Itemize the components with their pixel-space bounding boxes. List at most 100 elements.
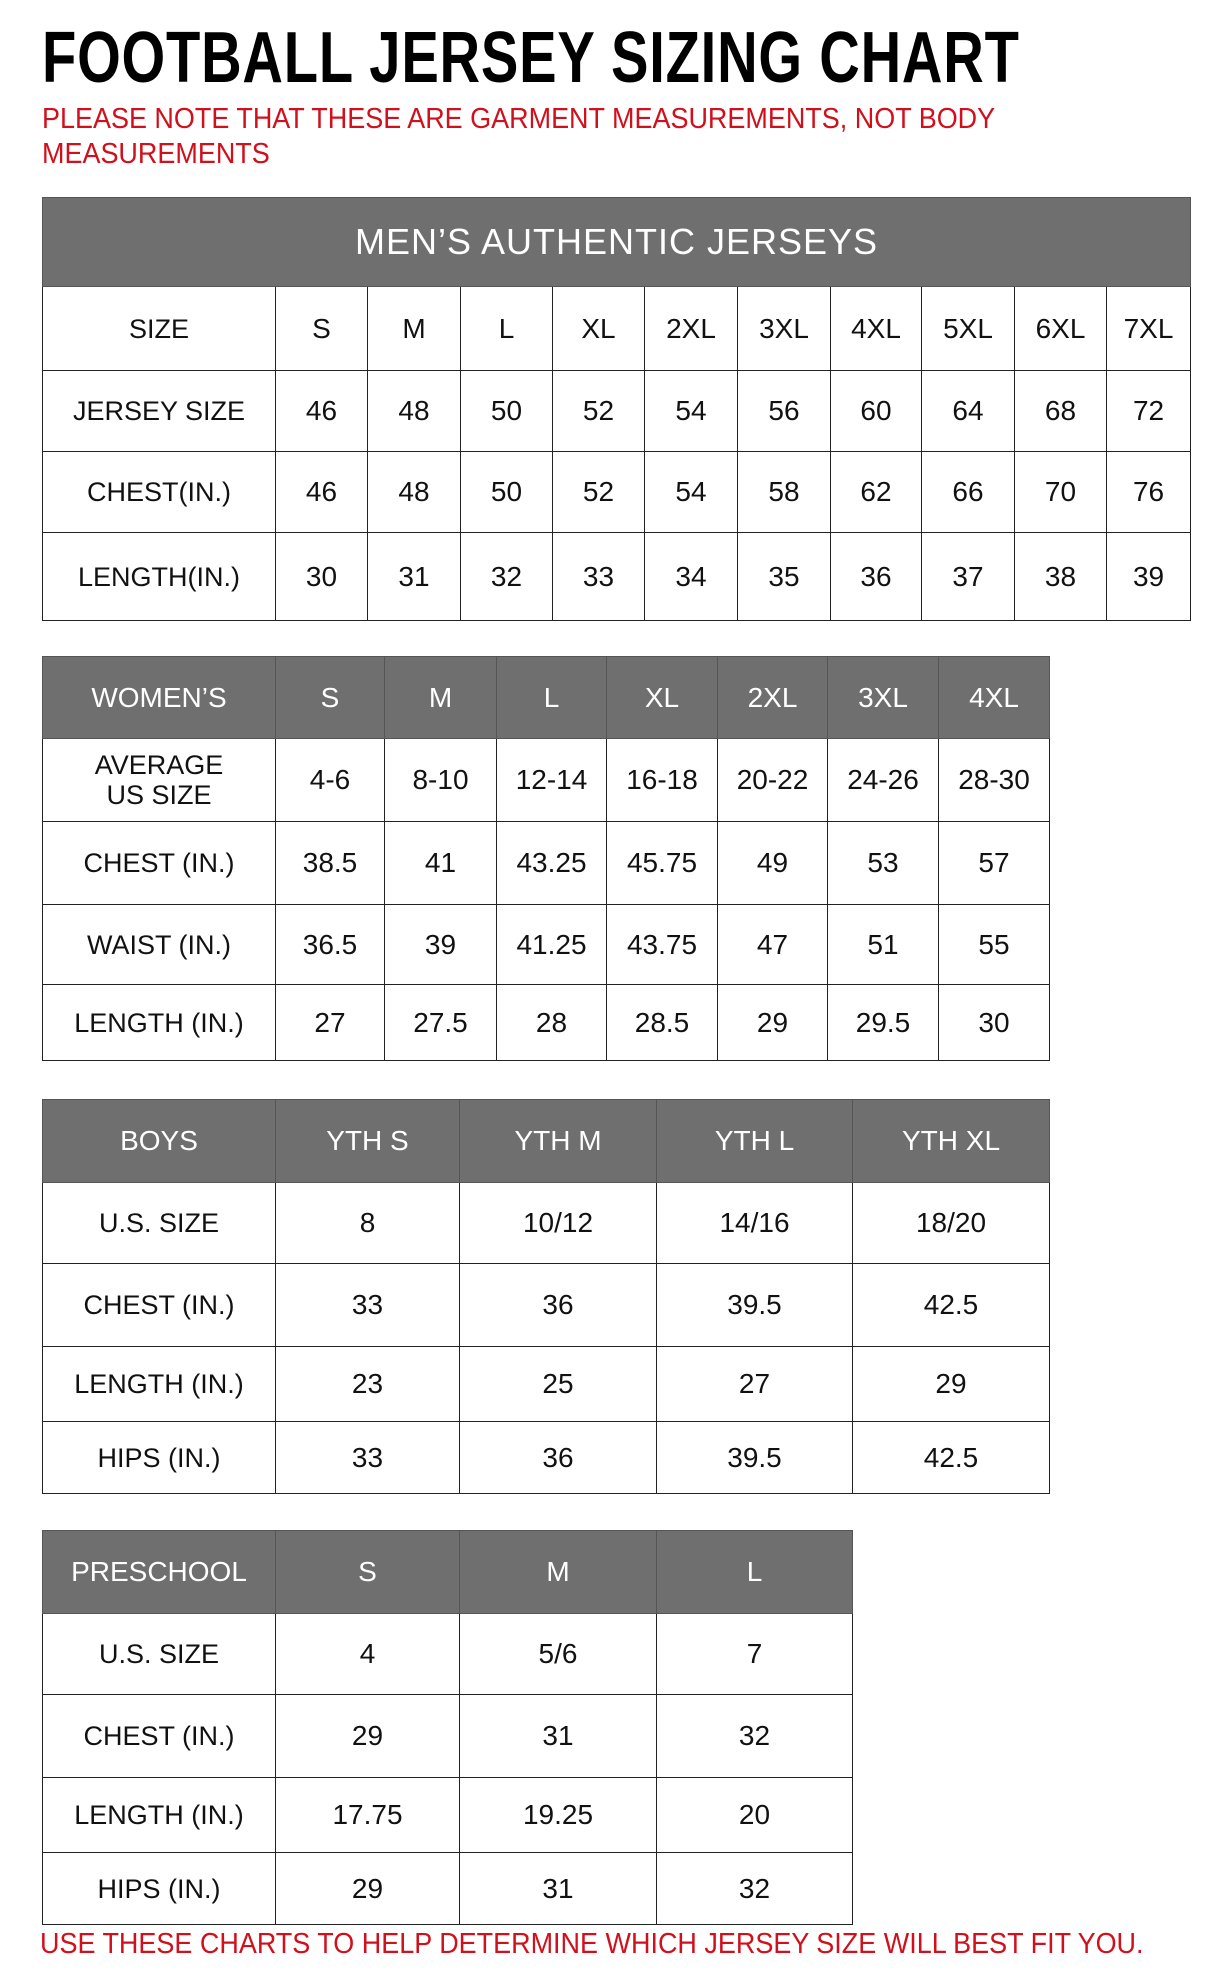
garment-note: PLEASE NOTE THAT THESE ARE GARMENT MEASU… — [42, 103, 995, 170]
size-header: 2XL — [717, 656, 828, 739]
table-cell: 27 — [656, 1346, 853, 1422]
table-cell: 46 — [275, 370, 368, 452]
table-cell: 16-18 — [606, 738, 718, 822]
table-cell: 37 — [921, 532, 1015, 621]
size-header: S — [275, 656, 385, 739]
table-cell: 5/6 — [459, 1613, 657, 1695]
table-cell: 28 — [496, 984, 607, 1061]
table-cell: 47 — [717, 904, 828, 985]
table-cell: 41 — [384, 821, 497, 905]
table-cell: 4-6 — [275, 738, 385, 822]
table-cell: 68 — [1014, 370, 1107, 452]
row-label: HIPS (IN.) — [42, 1852, 276, 1925]
table-cell: 32 — [460, 532, 553, 621]
table-cell: 20-22 — [717, 738, 828, 822]
table-cell: 41.25 — [496, 904, 607, 985]
row-label: AVERAGE US SIZE — [42, 738, 276, 822]
table-cell: 51 — [827, 904, 939, 985]
caption-row: MEN’S AUTHENTIC JERSEYS — [41, 197, 1192, 287]
row-label: U.S. SIZE — [42, 1182, 276, 1264]
table-cell: 43.75 — [606, 904, 718, 985]
row-label: CHEST (IN.) — [42, 1263, 276, 1347]
size-header: XL — [606, 656, 718, 739]
section-header: PRESCHOOL — [42, 1530, 276, 1614]
row-label: CHEST(IN.) — [42, 451, 276, 533]
table-cell: 52 — [552, 370, 645, 452]
table-cell: 39 — [1105, 532, 1192, 621]
table-cell: 57 — [938, 821, 1050, 905]
table-cell: 64 — [921, 370, 1015, 452]
table-cell: XL — [552, 286, 645, 371]
table-row: LENGTH(IN.) 30 31 32 33 34 35 36 37 38 39 — [42, 532, 1192, 621]
table-cell: 76 — [1105, 451, 1192, 533]
row-label: WAIST (IN.) — [42, 904, 276, 985]
table-cell: 3XL — [737, 286, 831, 371]
size-header: M — [384, 656, 497, 739]
table-cell: 7XL — [1105, 286, 1192, 371]
table-cell: 30 — [938, 984, 1050, 1061]
row-label: CHEST (IN.) — [42, 1694, 276, 1778]
table-caption: MEN’S AUTHENTIC JERSEYS — [41, 197, 1192, 287]
row-label: LENGTH(IN.) — [42, 532, 276, 621]
section-header: BOYS — [42, 1099, 276, 1183]
table-cell: 36 — [459, 1263, 657, 1347]
table-cell: 28-30 — [938, 738, 1050, 822]
table-cell: 70 — [1014, 451, 1107, 533]
table-cell: 2XL — [644, 286, 738, 371]
header-row: BOYS YTH S YTH M YTH L YTH XL — [42, 1099, 1050, 1183]
table-cell: 33 — [275, 1421, 460, 1494]
table-cell: 38.5 — [275, 821, 385, 905]
boys-table: BOYS YTH S YTH M YTH L YTH XL U.S. SIZE 8 10/12… — [42, 1099, 1050, 1494]
table-cell: 49 — [717, 821, 828, 905]
table-cell: 19.25 — [459, 1777, 657, 1853]
table-cell: 60 — [830, 370, 922, 452]
table-cell: 29 — [275, 1694, 460, 1778]
table-cell: 32 — [656, 1694, 853, 1778]
table-cell: 58 — [737, 451, 831, 533]
mens-table: MEN’S AUTHENTIC JERSEYS SIZE S M L XL 2XL 3XL 4X… — [41, 197, 1192, 621]
table-row: WAIST (IN.) 36.5 39 41.25 43.75 47 51 55 — [42, 904, 1050, 985]
table-row: CHEST(IN.) 46 48 50 52 54 58 62 66 70 76 — [42, 451, 1192, 533]
table-cell: 31 — [459, 1852, 657, 1925]
size-header: YTH S — [275, 1099, 460, 1183]
table-row: AVERAGE US SIZE 4-6 8-10 12-14 16-18 20-22 24-… — [42, 738, 1050, 822]
table-cell: 5XL — [921, 286, 1015, 371]
table-cell: 52 — [552, 451, 645, 533]
table-cell: 30 — [275, 532, 368, 621]
table-cell: 25 — [459, 1346, 657, 1422]
table-cell: 72 — [1105, 370, 1192, 452]
row-label: SIZE — [42, 286, 276, 371]
table-cell: 50 — [460, 451, 553, 533]
table-cell: 50 — [460, 370, 553, 452]
table-cell: 33 — [552, 532, 645, 621]
table-cell: 55 — [938, 904, 1050, 985]
header-row: WOMEN’S S M L XL 2XL 3XL 4XL — [42, 656, 1050, 739]
table-cell: 6XL — [1014, 286, 1107, 371]
size-header: YTH XL — [852, 1099, 1050, 1183]
table-row: HIPS (IN.) 29 31 32 — [42, 1852, 853, 1925]
table-cell: 53 — [827, 821, 939, 905]
preschool-table: PRESCHOOL S M L U.S. SIZE 4 5/6 7 CHEST (IN.) 29 3… — [42, 1530, 853, 1925]
table-cell: 27.5 — [384, 984, 497, 1061]
table-cell: 54 — [644, 370, 738, 452]
row-label: JERSEY SIZE — [42, 370, 276, 452]
table-cell: 39 — [384, 904, 497, 985]
size-header: L — [656, 1530, 853, 1614]
table-row: CHEST (IN.) 38.5 41 43.25 45.75 49 53 57 — [42, 821, 1050, 905]
table-row: CHEST (IN.) 29 31 32 — [42, 1694, 853, 1778]
table-cell: M — [367, 286, 461, 371]
row-label: HIPS (IN.) — [42, 1421, 276, 1494]
table-cell: 42.5 — [852, 1421, 1050, 1494]
row-label: U.S. SIZE — [42, 1613, 276, 1695]
table-row: SIZE S M L XL 2XL 3XL 4XL 5XL 6XL 7XL — [42, 286, 1192, 371]
table-cell: 36 — [830, 532, 922, 621]
table-row: LENGTH (IN.) 17.75 19.25 20 — [42, 1777, 853, 1853]
table-cell: 29 — [852, 1346, 1050, 1422]
table-cell: 36.5 — [275, 904, 385, 985]
size-header: YTH L — [656, 1099, 853, 1183]
table-cell: 46 — [275, 451, 368, 533]
table-cell: 14/16 — [656, 1182, 853, 1264]
womens-table: WOMEN’S S M L XL 2XL 3XL 4XL AVERAGE US SIZE 4-6 8… — [42, 656, 1050, 1061]
table-cell: 10/12 — [459, 1182, 657, 1264]
table-row: LENGTH (IN.) 27 27.5 28 28.5 29 29.5 30 — [42, 984, 1050, 1061]
